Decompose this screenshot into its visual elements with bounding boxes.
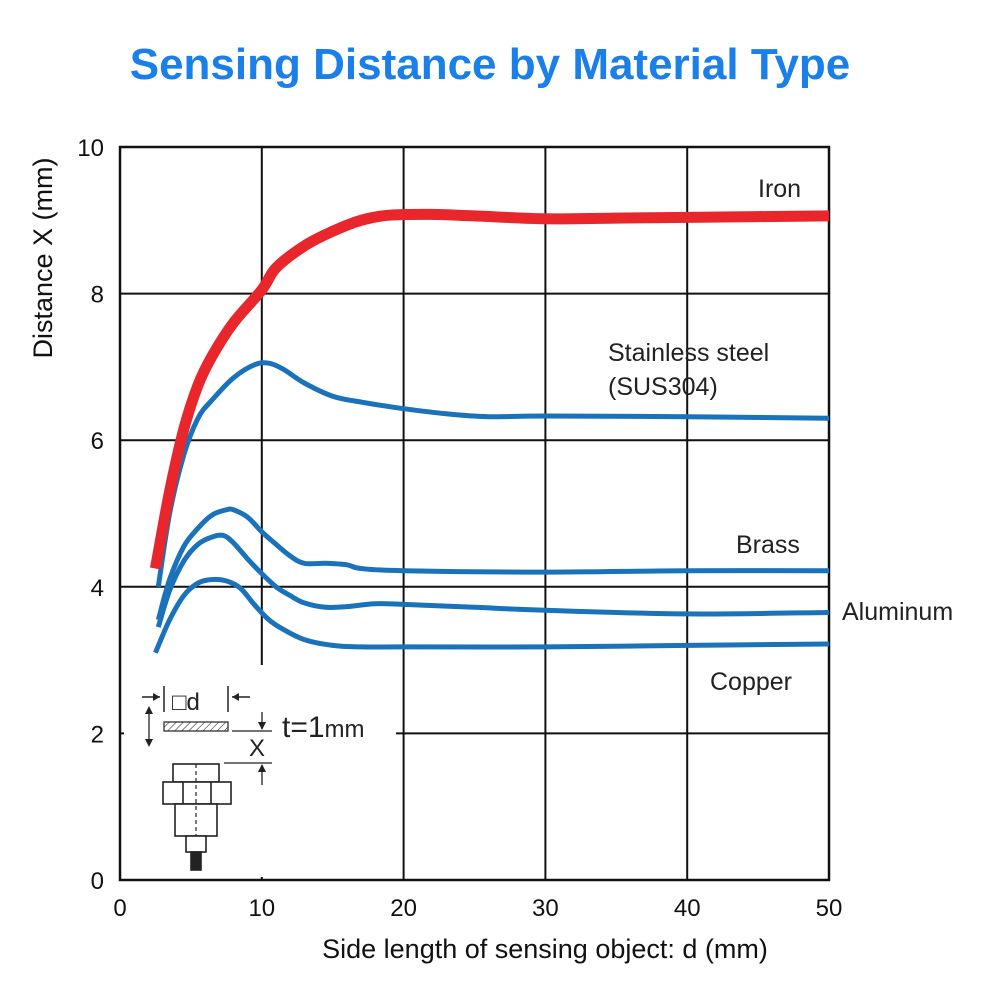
y-tick-label: 0	[91, 868, 104, 895]
x-tick-label: 50	[816, 895, 843, 922]
inset-thickness: t=1mm	[282, 711, 365, 744]
tick-labels: 0 10 20 30 40 50 0 2 4 6 8 10	[77, 135, 842, 922]
x-tick-label: 40	[674, 895, 701, 922]
series-line-iron	[149, 208, 830, 570]
x-tick-label: 0	[113, 895, 126, 922]
series-line-stainless-steel-sus304	[155, 360, 830, 588]
x-tick-label: 20	[390, 895, 417, 922]
y-tick-label: 4	[91, 575, 104, 602]
grid	[120, 147, 829, 880]
inset-x-label: X	[249, 735, 265, 762]
x-tick-label: 10	[248, 895, 275, 922]
label-iron: Iron	[758, 175, 801, 203]
y-tick-label: 2	[91, 721, 104, 748]
series-group	[149, 208, 830, 654]
x-axis-label: Side length of sensing object: d (mm)	[322, 934, 768, 964]
series-line-copper	[153, 576, 830, 654]
sensor-diagram: □d X t=1mm	[124, 665, 396, 877]
series-line-aluminum	[155, 532, 830, 628]
y-tick-label: 10	[77, 135, 104, 162]
y-axis-label: Distance X (mm)	[28, 157, 58, 358]
label-stainless-line2: (SUS304)	[608, 373, 718, 401]
y-tick-label: 6	[91, 428, 104, 455]
proximity-sensor-icon	[162, 763, 232, 871]
label-aluminum: Aluminum	[842, 598, 953, 626]
chart-title: Sensing Distance by Material Type	[129, 40, 851, 89]
label-brass: Brass	[736, 531, 800, 559]
y-tick-label: 8	[91, 282, 104, 309]
x-tick-label: 30	[532, 895, 559, 922]
series-line-brass	[155, 506, 830, 621]
label-stainless-line1: Stainless steel	[608, 339, 769, 367]
inset-d-label: □d	[172, 689, 200, 716]
label-copper: Copper	[710, 668, 792, 696]
plot-frame	[118, 145, 831, 882]
target-plate	[163, 721, 229, 732]
